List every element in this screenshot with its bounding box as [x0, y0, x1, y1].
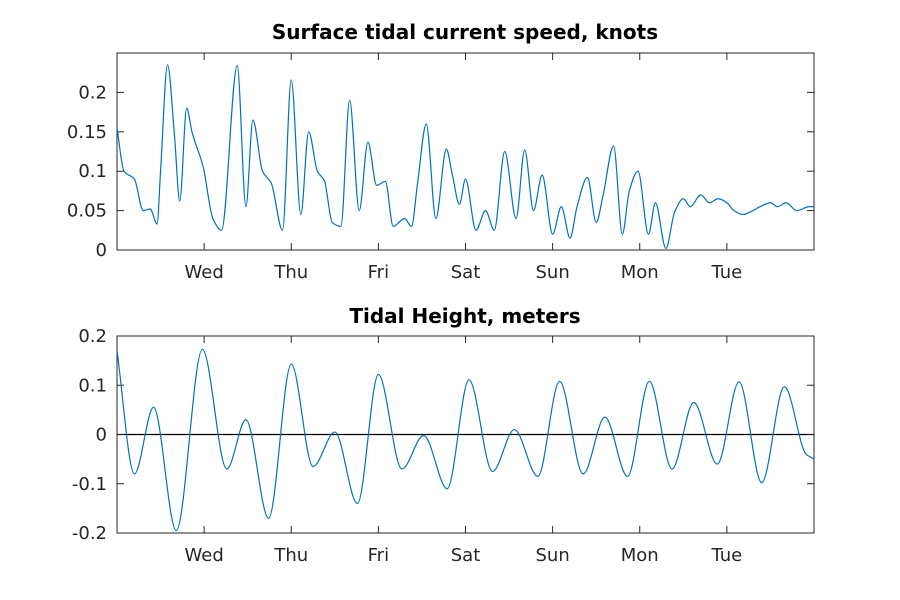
tidal-height-chart: Tidal Height, meters -0.2 -0.1 0 0.1 0.2 Wed… — [72, 304, 815, 566]
current-speed-x-tick-label: Thu — [273, 262, 308, 283]
tidal-height-series-line — [116, 348, 815, 532]
current-speed-y-tick-label: 0 — [96, 240, 107, 261]
current-speed-chart: Surface tidal current speed, knots 0 0.05… — [67, 20, 815, 283]
tidal-height-y-ticks: -0.2 -0.1 0 0.1 0.2 — [72, 326, 814, 544]
tidal-height-x-ticks: Wed Thu Fri Sat Sun Mon Tue — [185, 336, 743, 566]
current-speed-x-tick-label: Wed — [185, 262, 224, 283]
tidal-height-title: Tidal Height, meters — [349, 304, 580, 328]
tidal-height-x-tick-label: Tue — [711, 545, 743, 566]
tidal-height-x-tick-label: Mon — [621, 545, 659, 566]
current-speed-y-tick-label: 0.2 — [78, 82, 107, 103]
tidal-height-x-tick-label: Wed — [185, 545, 224, 566]
tidal-height-x-tick-label: Fri — [368, 545, 389, 566]
tidal-height-y-tick-label: 0 — [96, 425, 107, 446]
tidal-height-y-tick-label: 0.1 — [78, 375, 107, 396]
current-speed-series-line — [116, 64, 814, 250]
tidal-height-y-tick-label: -0.1 — [72, 474, 107, 495]
tidal-height-x-tick-label: Sat — [451, 545, 481, 566]
current-speed-title: Surface tidal current speed, knots — [272, 20, 658, 44]
tidal-height-x-tick-label: Sun — [536, 545, 570, 566]
current-speed-x-tick-label: Sun — [536, 262, 570, 283]
tidal-height-y-tick-label: 0.2 — [78, 326, 107, 347]
current-speed-y-tick-label: 0.1 — [78, 161, 107, 182]
current-speed-x-tick-label: Fri — [368, 262, 389, 283]
current-speed-y-tick-label: 0.15 — [67, 122, 107, 143]
current-speed-axes — [116, 52, 815, 251]
current-speed-x-tick-label: Mon — [621, 262, 659, 283]
current-speed-x-tick-label: Sat — [451, 262, 481, 283]
current-speed-x-tick-label: Tue — [711, 262, 743, 283]
current-speed-x-ticks: Wed Thu Fri Sat Sun Mon Tue — [185, 53, 743, 283]
current-speed-y-tick-label: 0.05 — [67, 201, 107, 222]
current-speed-y-ticks: 0 0.05 0.1 0.15 0.2 — [67, 82, 814, 261]
tidal-height-x-tick-label: Thu — [273, 545, 308, 566]
tidal-height-y-tick-label: -0.2 — [72, 523, 107, 544]
